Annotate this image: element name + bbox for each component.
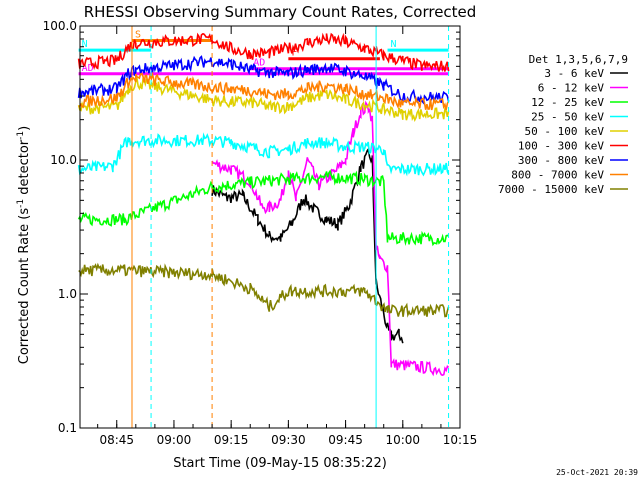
flag-label-1: N [82, 39, 88, 50]
plot-frame [79, 25, 461, 429]
y-axis-label-main: Corrected Count Rate (s [17, 208, 32, 365]
legend-label-6: 300 - 800 keV [518, 154, 604, 167]
legend-label-7: 800 - 7000 keV [511, 169, 604, 182]
legend-label-1: 6 - 12 keV [538, 82, 605, 95]
x-tick-label-2: 09:15 [214, 433, 249, 447]
flag-label-3: F [291, 48, 297, 59]
x-tick-label-3: 09:30 [271, 433, 306, 447]
flag-label-0: S [135, 29, 141, 40]
flag-label-4: AD [82, 63, 94, 74]
y-tick-label-0: 0.1 [58, 421, 77, 435]
y-axis-label-mid: detector [17, 139, 32, 199]
x-tick-label-5: 10:00 [385, 433, 420, 447]
y-tick-label-2: 10.0 [50, 153, 77, 167]
x-tick-label-1: 09:00 [157, 433, 192, 447]
series-3-line [77, 132, 450, 177]
y-axis-label-end: ) [17, 126, 32, 131]
series-0-line [211, 146, 404, 344]
series-7-line [78, 71, 450, 111]
flag-label-2: N [391, 39, 397, 50]
y-axis-label: Corrected Count Rate (s-1 detector-1) [16, 126, 32, 364]
series-5-line [77, 32, 450, 73]
series-layer [77, 32, 450, 377]
legend-label-4: 50 - 100 keV [525, 125, 605, 138]
render-timestamp: 25-Oct-2021 20:39 [556, 468, 638, 477]
y-axis-label-sup1: -1 [16, 199, 26, 208]
y-tick-label-1: 1.0 [58, 287, 77, 301]
y-tick-label-3: 100.0 [43, 19, 77, 33]
legend-label-5: 100 - 300 keV [518, 140, 604, 153]
legend-label-8: 7000 - 15000 keV [498, 183, 604, 196]
series-4-line [77, 76, 450, 122]
vline-layer [131, 26, 450, 428]
legend-label-3: 25 - 50 keV [531, 111, 604, 124]
series-2-line [77, 169, 450, 247]
chart-title: RHESSI Observing Summary Count Rates, Co… [84, 3, 477, 21]
legend-label-0: 3 - 6 keV [544, 67, 604, 80]
x-tick-label-6: 10:15 [443, 433, 478, 447]
series-6-line [77, 55, 450, 105]
flag-label-5: AD [253, 58, 265, 69]
axis-layer: 08:45 09:00 09:15 09:30 09:45 10:00 10:15 0.1 1.… [43, 19, 478, 447]
x-axis-label: Start Time (09-May-15 08:35:22) [173, 456, 387, 471]
series-8-line [78, 262, 450, 318]
x-tick-label-0: 08:45 [99, 433, 134, 447]
legend-label-2: 12 - 25 keV [531, 96, 604, 109]
x-tick-label-4: 09:45 [328, 433, 363, 447]
y-axis-label-sup2: -1 [16, 131, 26, 140]
legend-title: Det 1,3,5,6,7,9 [529, 53, 628, 66]
